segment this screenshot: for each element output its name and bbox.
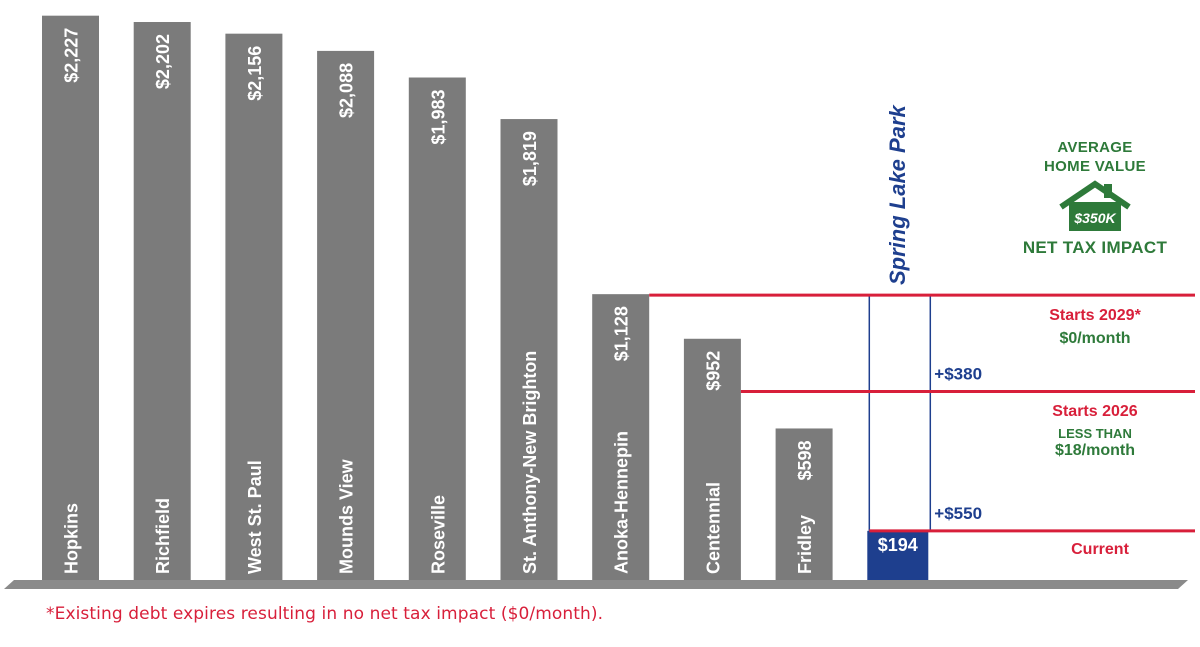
data-label-7: $952 (703, 351, 723, 391)
info-line-1: AVERAGE (1057, 139, 1133, 156)
data-label-0: $2,227 (62, 28, 82, 83)
bar-2 (225, 33, 283, 580)
note-starts-2026-qualifier: LESS THAN (1058, 426, 1132, 441)
x-axis (4, 580, 1188, 589)
data-label-5: $1,819 (520, 131, 540, 186)
bar-6 (592, 294, 650, 580)
increment-label-0: +$550 (934, 504, 982, 523)
category-label-5: St. Anthony-New Brighton (520, 351, 540, 574)
category-label-7: Centennial (703, 482, 723, 574)
note-current: Current (1071, 541, 1129, 558)
increment-label-1: +$380 (934, 364, 982, 383)
category-label-8: Fridley (795, 515, 815, 574)
category-label-1: Richfield (153, 498, 173, 574)
info-box: AVERAGE HOME VALUE $350K NET TAX IMPACT (1000, 138, 1190, 258)
data-label-3: $2,088 (337, 63, 357, 118)
bar-9 (867, 530, 929, 580)
house-icon: $350K (1059, 180, 1131, 231)
bar-3 (317, 50, 375, 580)
category-label-4: Roseville (428, 495, 448, 574)
data-label-8: $598 (795, 440, 815, 480)
note-starts-2029: Starts 2029* (1049, 307, 1141, 324)
footnote: *Existing debt expires resulting in no n… (46, 604, 604, 624)
data-label-1: $2,202 (153, 34, 173, 89)
home-value-label: $350K (1073, 210, 1116, 226)
info-line-2: HOME VALUE (1044, 158, 1146, 175)
data-label-6: $1,128 (612, 306, 632, 361)
note-starts-2026: Starts 2026 (1052, 403, 1138, 420)
category-label-0: Hopkins (62, 503, 82, 574)
category-label-6: Anoka-Hennepin (612, 431, 632, 574)
data-label-9: $194 (878, 535, 918, 555)
bar-7 (683, 338, 741, 580)
note-starts-2029-amount: $0/month (1059, 330, 1131, 347)
bar-1 (133, 22, 191, 581)
category-label-3: Mounds View (337, 458, 357, 574)
category-label-9: Spring Lake Park (885, 103, 910, 285)
category-label-2: West St. Paul (245, 460, 265, 574)
info-subtitle: NET TAX IMPACT (1022, 238, 1168, 257)
bar-0 (42, 15, 99, 580)
bar-8 (775, 428, 833, 580)
bar-4 (408, 77, 466, 580)
data-label-2: $2,156 (245, 46, 265, 101)
note-starts-2026-amount: $18/month (1054, 442, 1135, 459)
data-label-4: $1,983 (428, 90, 448, 145)
bar-5 (500, 119, 558, 580)
